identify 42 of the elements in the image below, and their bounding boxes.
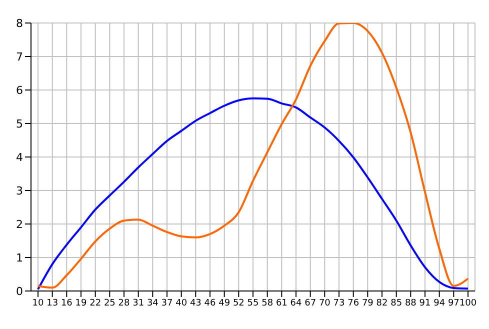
x-tick-label: 97 bbox=[448, 298, 460, 308]
y-tick-label: 5 bbox=[16, 117, 23, 130]
x-tick-label: 46 bbox=[204, 298, 216, 308]
x-tick-label: 55 bbox=[247, 298, 259, 308]
y-tick-label: 7 bbox=[16, 50, 23, 64]
x-tick-label: 19 bbox=[75, 298, 87, 308]
x-tick-label: 43 bbox=[190, 298, 202, 308]
y-tick-label: 4 bbox=[16, 150, 23, 164]
x-tick-label: 67 bbox=[304, 298, 316, 308]
y-tick-label: 2 bbox=[16, 218, 23, 231]
line-series bbox=[37, 23, 469, 289]
x-tick-label: 82 bbox=[376, 298, 388, 308]
x-tick-label: 34 bbox=[146, 298, 159, 308]
x-tick-label: 31 bbox=[132, 298, 144, 308]
x-tick-label: 22 bbox=[90, 298, 102, 308]
x-tick-label: 64 bbox=[290, 298, 302, 308]
x-tick-label: 13 bbox=[46, 298, 58, 308]
x-tick-label: 91 bbox=[419, 298, 431, 308]
x-tick-label: 79 bbox=[362, 298, 374, 308]
x-tick-label: 52 bbox=[232, 298, 244, 308]
x-tick-label: 100 bbox=[459, 298, 477, 308]
x-tick-label: 49 bbox=[218, 298, 230, 308]
x-tick-label: 40 bbox=[176, 298, 188, 308]
y-tick-label: 8 bbox=[16, 16, 23, 30]
x-tick-label: 73 bbox=[333, 298, 345, 308]
x-tick-label: 61 bbox=[276, 298, 288, 308]
y-tick-label: 0 bbox=[16, 284, 23, 298]
x-tick-label: 94 bbox=[434, 298, 446, 308]
x-tick-label: 25 bbox=[104, 298, 116, 308]
x-tick-label: 28 bbox=[118, 298, 130, 308]
x-tick-label: 16 bbox=[60, 298, 73, 308]
y-tick-label: 6 bbox=[16, 84, 23, 97]
x-tick-label: 10 bbox=[32, 298, 44, 308]
x-tick-label: 88 bbox=[404, 298, 417, 308]
line-series bbox=[37, 97, 469, 290]
y-tick-label: 3 bbox=[16, 184, 23, 198]
x-tick-label: 70 bbox=[318, 298, 331, 308]
x-tick-label: 37 bbox=[161, 298, 173, 308]
x-tick-label: 85 bbox=[390, 298, 402, 308]
x-tick-label: 58 bbox=[262, 298, 274, 308]
y-tick-label: 1 bbox=[16, 251, 23, 264]
x-tick-label: 76 bbox=[348, 298, 360, 308]
